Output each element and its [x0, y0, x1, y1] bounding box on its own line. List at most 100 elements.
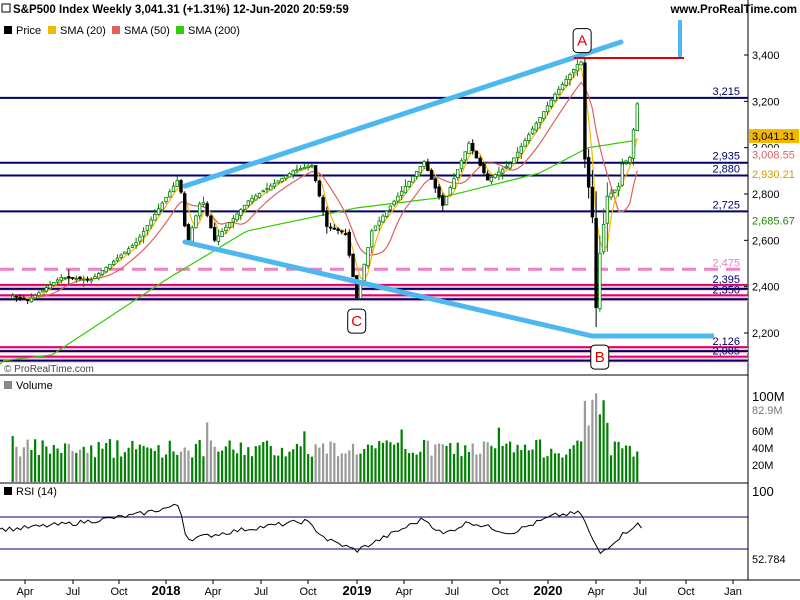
candle-body: [471, 143, 475, 151]
rsi-line: [0, 503, 642, 555]
volume-bar: [112, 457, 115, 482]
candle-body: [287, 172, 292, 178]
collapse-icon[interactable]: [1, 3, 11, 13]
candle-body: [478, 157, 482, 166]
x-tick-label: 2019: [343, 583, 372, 598]
volume-bar: [243, 454, 246, 482]
volume-bar: [22, 447, 26, 482]
volume-bar: [273, 455, 276, 482]
volume-bars: [11, 393, 639, 482]
candle-body: [366, 247, 370, 267]
x-tick-label: Jan: [724, 586, 742, 598]
volume-axis: 100M 60M 40M 20M 82.9M: [752, 389, 785, 472]
volume-bar: [546, 456, 549, 482]
candle-body: [343, 233, 348, 236]
sma20-tag: 2,930.21: [752, 169, 795, 181]
volume-bar: [389, 442, 392, 482]
volume-bar: [269, 445, 272, 482]
volume-bar: [217, 451, 220, 482]
volume-bar: [52, 445, 55, 482]
candle-body: [396, 195, 400, 202]
upper-trendline: [182, 39, 624, 189]
candle-body: [586, 157, 591, 188]
chart-header: S&P500 Index Weekly 3,041.31 (+1.31%) 12…: [1, 3, 797, 16]
candle-body: [239, 209, 243, 216]
legend-price[interactable]: Price: [16, 25, 41, 37]
candle-body: [216, 235, 221, 242]
volume-bar: [26, 439, 29, 482]
marker-box: [572, 28, 592, 54]
candle-body: [82, 278, 86, 281]
candle-body: [384, 210, 389, 218]
candle-body: [508, 163, 512, 169]
volume-bar: [56, 448, 59, 482]
volume-bar: [78, 449, 82, 482]
x-axis: Apr Jul Oct 2018 Apr Jul Oct 2019 Apr Jul Oct 2020 A…: [16, 580, 742, 598]
volume-bar: [535, 440, 538, 482]
sma200-line: [0, 139, 637, 365]
volume-bar: [149, 448, 153, 482]
volume-bar: [161, 457, 164, 482]
volume-bar: [277, 455, 280, 482]
candle-body: [59, 277, 64, 281]
volume-bar: [542, 457, 545, 482]
candle-body: [284, 175, 288, 179]
volume-bar: [426, 440, 429, 482]
volume-bar: [48, 453, 52, 482]
volume-bar: [239, 442, 242, 482]
x-tick-label: Apr: [16, 586, 33, 598]
candle-body: [138, 236, 142, 242]
volume-bar: [430, 455, 433, 482]
candle-body: [553, 93, 557, 102]
volume-bar: [609, 455, 613, 482]
volume-bar: [624, 445, 628, 482]
legend-sma200[interactable]: SMA (200): [188, 25, 240, 37]
level-label: 2,126: [712, 336, 740, 348]
candle-body: [635, 103, 639, 132]
candle-body: [504, 166, 509, 169]
candle-body: [332, 227, 337, 230]
candle-body: [93, 276, 97, 279]
candle-body: [153, 213, 157, 221]
candle-body: [190, 227, 194, 242]
volume-bar: [456, 442, 459, 482]
volume-bar: [93, 457, 97, 482]
legend-sma50[interactable]: SMA (50): [124, 25, 170, 37]
volume-bar: [314, 444, 317, 482]
x-tick-label: Jul: [254, 586, 268, 598]
level-label: 3,215: [712, 86, 740, 98]
candle-body: [609, 192, 613, 198]
price-tick-label: 2,800: [752, 189, 780, 201]
volume-bar: [194, 444, 198, 482]
volume-bar: [561, 457, 564, 482]
candle-body: [63, 277, 67, 280]
candle-body: [197, 203, 202, 217]
volume-bar: [97, 441, 100, 482]
candle-body: [10, 295, 15, 299]
volume-bar: [490, 445, 493, 482]
candle-body: [489, 176, 494, 182]
volume-bar: [359, 453, 362, 482]
price-tick-label: 3,400: [752, 50, 780, 62]
volume-bar: [538, 439, 542, 482]
candle-body: [37, 292, 41, 296]
candle-body: [601, 224, 606, 253]
candle-body: [70, 277, 75, 279]
candle-body: [557, 88, 561, 95]
last-price-tag-bg: [749, 129, 799, 144]
volume-bar: [408, 453, 411, 482]
volume-bar: [464, 445, 467, 482]
volume-bar: [396, 442, 400, 482]
candle-body: [485, 173, 490, 181]
x-tick-label: Oct: [677, 586, 694, 598]
legend-sma20[interactable]: SMA (20): [60, 25, 106, 37]
volume-bar: [60, 452, 63, 482]
volume-bar: [168, 440, 171, 482]
volume-bar: [11, 436, 14, 482]
candle-body: [571, 69, 576, 74]
volume-bar: [419, 451, 422, 482]
volume-bar: [284, 456, 287, 482]
volume-bar: [366, 444, 370, 482]
volume-bar: [598, 414, 601, 482]
